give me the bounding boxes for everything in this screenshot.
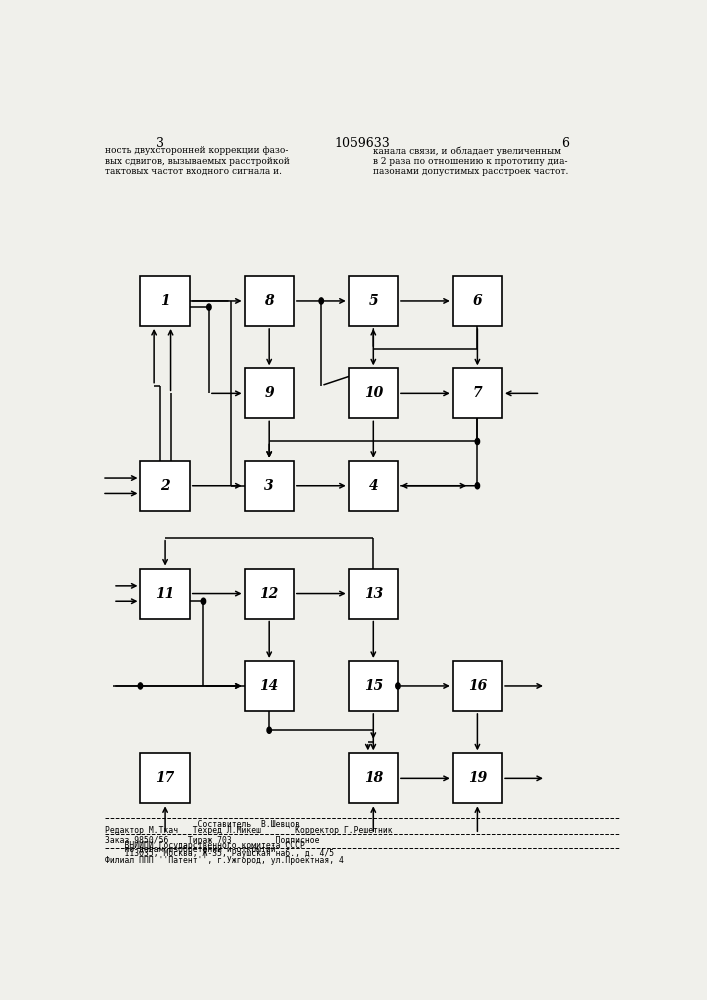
Text: Филиал ППП ''Патент'', г.Ужгород, ул.Проектная, 4: Филиал ППП ''Патент'', г.Ужгород, ул.Про…: [105, 856, 344, 865]
Text: 3: 3: [264, 479, 274, 493]
Text: 15: 15: [363, 679, 383, 693]
FancyBboxPatch shape: [245, 661, 294, 711]
Text: 2: 2: [160, 479, 170, 493]
Text: 6: 6: [472, 294, 482, 308]
FancyBboxPatch shape: [349, 753, 398, 803]
Text: 4: 4: [368, 479, 378, 493]
Text: 14: 14: [259, 679, 279, 693]
FancyBboxPatch shape: [452, 753, 502, 803]
Text: 3: 3: [156, 137, 163, 150]
FancyBboxPatch shape: [349, 661, 398, 711]
FancyBboxPatch shape: [349, 368, 398, 418]
Text: Заказ 9850/56    Тираж 703         Подписное: Заказ 9850/56 Тираж 703 Подписное: [105, 836, 320, 845]
FancyBboxPatch shape: [245, 569, 294, 619]
Circle shape: [396, 683, 400, 689]
Circle shape: [201, 598, 206, 604]
FancyBboxPatch shape: [245, 368, 294, 418]
Text: 113035, Москва, Ж-35, Раушская наб., д. 4/5: 113035, Москва, Ж-35, Раушская наб., д. …: [105, 849, 334, 858]
Text: 5: 5: [368, 294, 378, 308]
Circle shape: [206, 304, 211, 310]
FancyBboxPatch shape: [141, 461, 189, 511]
FancyBboxPatch shape: [349, 276, 398, 326]
FancyBboxPatch shape: [452, 661, 502, 711]
Text: Редактор М.Ткач   Техред Л.Микеш       Корректор Г.Решетник: Редактор М.Ткач Техред Л.Микеш Корректор…: [105, 826, 392, 835]
FancyBboxPatch shape: [349, 569, 398, 619]
FancyBboxPatch shape: [141, 753, 189, 803]
FancyBboxPatch shape: [452, 368, 502, 418]
Text: 1: 1: [160, 294, 170, 308]
Text: 11: 11: [156, 587, 175, 601]
FancyBboxPatch shape: [349, 461, 398, 511]
Circle shape: [475, 438, 479, 445]
FancyBboxPatch shape: [452, 276, 502, 326]
Text: ность двухсторонней коррекции фазо-
вых сдвигов, вызываемых расстройкой
тактовых: ность двухсторонней коррекции фазо- вых …: [105, 146, 290, 176]
Circle shape: [319, 298, 323, 304]
Text: 19: 19: [468, 771, 487, 785]
Text: 6: 6: [561, 137, 569, 150]
FancyBboxPatch shape: [245, 276, 294, 326]
Text: 7: 7: [472, 386, 482, 400]
Circle shape: [475, 483, 479, 489]
Text: ВНИИПИ Государственного комитета СССР: ВНИИПИ Государственного комитета СССР: [105, 841, 305, 850]
Text: 8: 8: [264, 294, 274, 308]
Text: 16: 16: [468, 679, 487, 693]
Text: Составитель  В.Шевцов: Составитель В.Шевцов: [105, 820, 300, 829]
FancyBboxPatch shape: [141, 569, 189, 619]
Circle shape: [139, 683, 143, 689]
Text: 10: 10: [363, 386, 383, 400]
Text: 17: 17: [156, 771, 175, 785]
Text: 13: 13: [363, 587, 383, 601]
FancyBboxPatch shape: [141, 276, 189, 326]
Text: 12: 12: [259, 587, 279, 601]
Text: канала связи, и обладает увеличенным
в 2 раза по отношению к прототипу диа-
пазо: канала связи, и обладает увеличенным в 2…: [373, 146, 568, 176]
Circle shape: [267, 727, 271, 733]
FancyBboxPatch shape: [245, 461, 294, 511]
Text: 9: 9: [264, 386, 274, 400]
Text: 1059633: 1059633: [334, 137, 390, 150]
Text: 18: 18: [363, 771, 383, 785]
Text: по делам изобретений и открытий: по делам изобретений и открытий: [105, 845, 276, 854]
